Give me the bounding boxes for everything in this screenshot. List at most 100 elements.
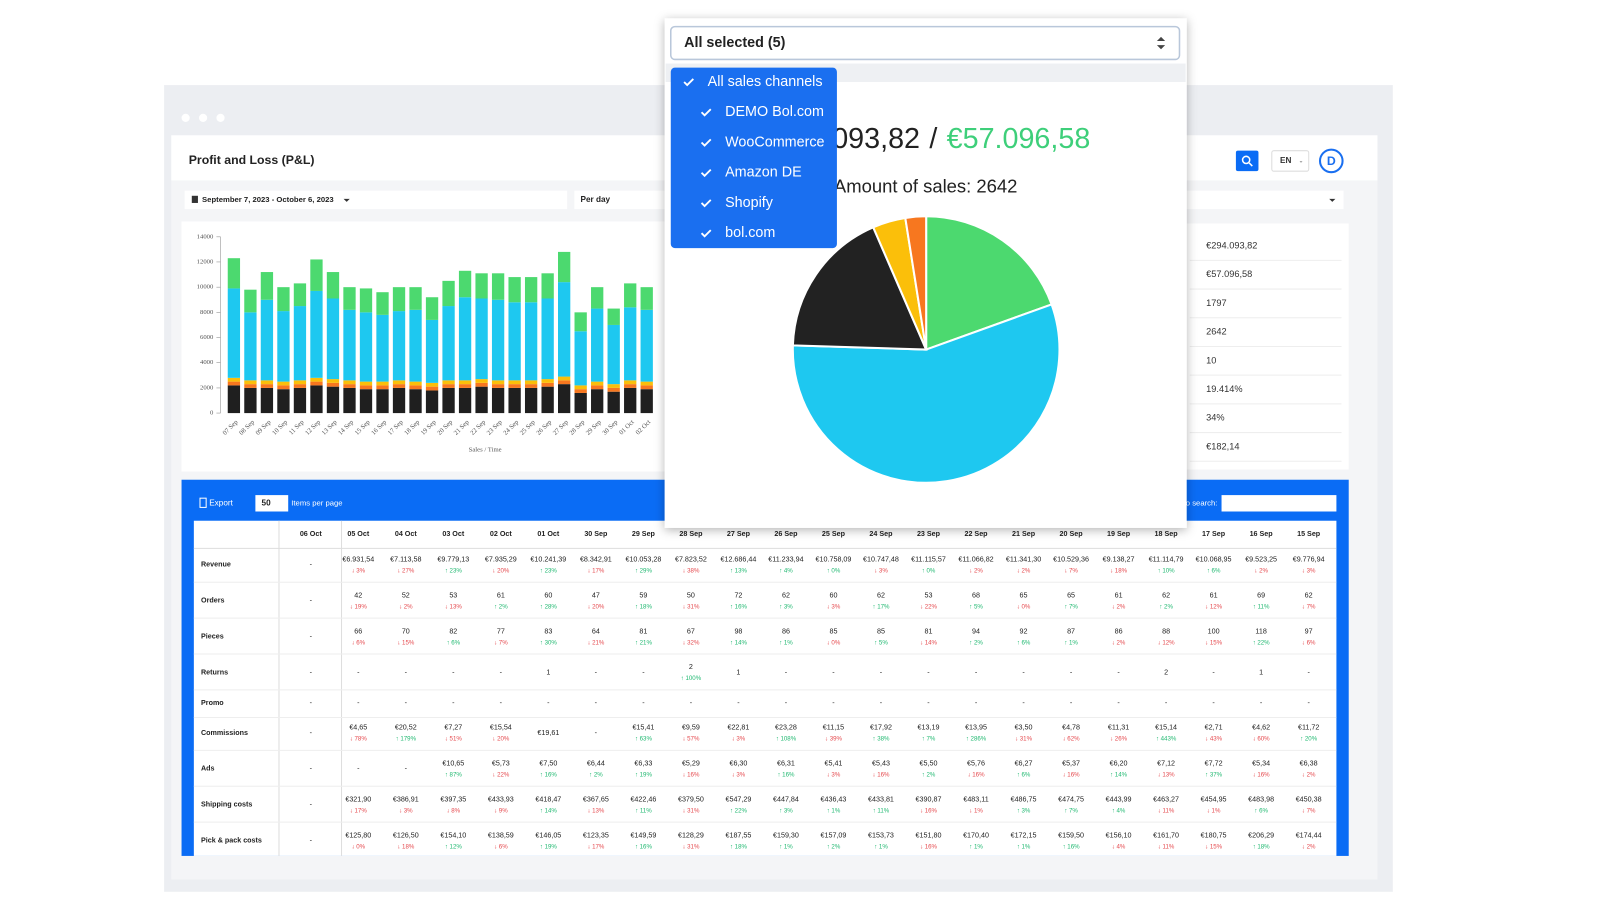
bar-segment xyxy=(524,384,538,388)
bar-segment xyxy=(591,308,604,382)
column-header: 01 Oct xyxy=(537,530,560,538)
cell-value: €422,46 xyxy=(630,795,656,803)
column-header: 22 Sep xyxy=(964,530,988,538)
bar-segment xyxy=(343,387,356,414)
cell-change: ↓ 31% xyxy=(682,807,700,814)
y-tick-label: 14000 xyxy=(197,233,214,240)
channel-dropdown: All sales channels DEMO Bol.com WooCommerc… xyxy=(670,67,837,249)
cell-value: €123,35 xyxy=(583,831,609,839)
cell-value: 60 xyxy=(544,591,552,599)
bar-segment xyxy=(624,387,637,414)
cell-change: ↓ 15% xyxy=(1205,639,1223,646)
date-range-picker[interactable] xyxy=(184,190,568,210)
cell-value: 87 xyxy=(1067,627,1075,635)
cell-value: 1 xyxy=(736,668,740,676)
cell-change: ↓ 0% xyxy=(827,639,841,646)
cell-change: ↑ 11% xyxy=(1253,603,1270,610)
window-dot xyxy=(181,113,190,122)
cell-change: ↑ 2% xyxy=(1159,603,1173,610)
cell-change: ↑ 1% xyxy=(827,807,841,814)
cell-value: - xyxy=(310,765,313,773)
kpi-value: 10 xyxy=(1206,355,1216,365)
period-select[interactable] xyxy=(574,190,667,210)
bar-segment xyxy=(326,379,340,383)
bar-segment xyxy=(591,287,604,309)
window-dot xyxy=(198,113,208,122)
bar-segment xyxy=(607,391,620,414)
bar-segment xyxy=(508,380,521,385)
cell-change: ↓ 12% xyxy=(1158,639,1176,646)
cell-value: - xyxy=(452,668,455,676)
search-button[interactable] xyxy=(1235,150,1259,172)
cell-change: ↑ 286% xyxy=(966,736,987,743)
export-icon xyxy=(199,497,207,508)
cell-change: ↓ 2% xyxy=(1302,772,1316,779)
bar-segment xyxy=(277,287,290,312)
cell-value: - xyxy=(1117,699,1120,707)
cell-value: 68 xyxy=(972,591,980,599)
cell-value: €13,19 xyxy=(918,724,940,732)
cell-change: ↓ 26% xyxy=(1110,736,1128,743)
cell-change: ↑ 14% xyxy=(540,807,558,814)
cell-change: ↑ 18% xyxy=(635,603,653,610)
cell-change: ↓ 3% xyxy=(827,772,841,779)
avatar[interactable] xyxy=(1318,148,1344,174)
cell-change: ↓ 9% xyxy=(494,807,508,814)
bar-segment xyxy=(310,385,323,414)
cell-value: €9.776,94 xyxy=(1293,556,1325,564)
language-select[interactable] xyxy=(1271,150,1310,172)
bar-segment xyxy=(409,381,422,386)
cell-change: ↓ 21% xyxy=(587,639,605,646)
cell-value: €486,75 xyxy=(1011,795,1037,803)
channel-option[interactable]: WooCommerce xyxy=(725,134,824,150)
search-input[interactable] xyxy=(1221,495,1337,512)
channel-option[interactable]: Amazon DE xyxy=(725,165,802,181)
bar-segment xyxy=(260,272,274,300)
cell-value: €483,11 xyxy=(963,795,988,803)
cell-change: ↓ 3% xyxy=(732,772,746,779)
cell-change: ↓ 31% xyxy=(682,843,700,850)
y-tick-label: 2000 xyxy=(200,384,214,391)
channel-option[interactable]: DEMO Bol.com xyxy=(725,104,824,120)
bar-segment xyxy=(260,387,274,414)
cell-value: - xyxy=(1165,699,1168,707)
cell-value: €153,73 xyxy=(868,831,894,839)
bar-segment xyxy=(359,389,373,414)
bar-segment xyxy=(624,380,637,385)
channel-select[interactable] xyxy=(670,25,1181,61)
filter-select[interactable] xyxy=(1186,190,1344,210)
cell-change: ↓ 0% xyxy=(351,843,365,850)
bar-segment xyxy=(277,311,290,382)
row-label: Commissions xyxy=(201,729,248,737)
cell-change: ↓ 18% xyxy=(397,843,415,850)
cell-value: - xyxy=(1022,668,1025,676)
export-button[interactable]: Export xyxy=(209,498,233,507)
cell-change: ↓ 7% xyxy=(1302,603,1316,610)
cell-change: ↓ 57% xyxy=(682,736,700,743)
cell-value: €12.686,44 xyxy=(721,556,757,564)
cell-value: - xyxy=(452,699,455,707)
cell-value: 70 xyxy=(402,627,410,635)
cell-value: €5,43 xyxy=(872,760,890,768)
cell-change: ↑ 14% xyxy=(730,639,748,646)
cell-value: 52 xyxy=(402,591,410,599)
cell-change: ↑ 87% xyxy=(445,772,463,779)
bar-segment xyxy=(640,381,653,386)
channel-option[interactable]: All sales channels xyxy=(708,74,823,90)
cell-change: ↓ 60% xyxy=(1253,736,1271,743)
cell-value: 1 xyxy=(546,668,550,676)
cell-change: ↑ 16% xyxy=(635,843,653,850)
column-header: 02 Oct xyxy=(490,530,513,538)
bar-segment xyxy=(277,389,290,414)
page-size-input[interactable] xyxy=(255,495,289,512)
channel-option[interactable]: Shopify xyxy=(725,195,774,211)
cell-value: - xyxy=(310,597,313,605)
row-label: Returns xyxy=(201,668,228,676)
cell-value: 2 xyxy=(689,663,693,671)
bar-segment xyxy=(458,384,472,388)
channel-option[interactable]: bol.com xyxy=(725,225,775,241)
cell-value: 66 xyxy=(354,627,362,635)
column-header: 03 Oct xyxy=(442,530,465,538)
cell-change: ↓ 38% xyxy=(682,568,700,575)
pie-subtitle: Amount of sales: 2642 xyxy=(834,175,1018,196)
